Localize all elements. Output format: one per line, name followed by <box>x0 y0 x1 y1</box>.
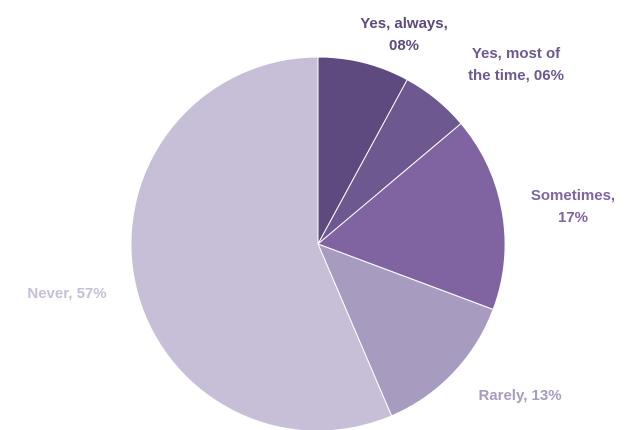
data-label-sometimes: Sometimes, 17% <box>531 187 615 226</box>
pie-slices <box>130 56 506 430</box>
data-label-rarely: Rarely, 13% <box>478 387 561 404</box>
data-label-yes-most-of-the-time: Yes, most of the time, 06% <box>468 45 564 84</box>
pie-labels: Yes, always, 08% Yes, most of the time, 06%… <box>27 15 615 404</box>
pie-slice-rarely <box>317 243 494 417</box>
data-label-never: Never, 57% <box>27 285 106 302</box>
pie-slice-sometimes <box>317 122 506 311</box>
data-label-yes-always: Yes, always, 08% <box>360 15 448 54</box>
pie-slice-yes-always <box>317 56 408 245</box>
